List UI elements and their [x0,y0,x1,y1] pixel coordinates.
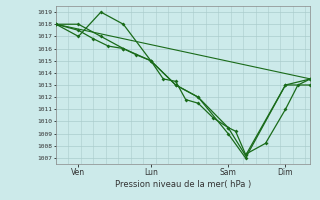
X-axis label: Pression niveau de la mer( hPa ): Pression niveau de la mer( hPa ) [115,180,251,189]
